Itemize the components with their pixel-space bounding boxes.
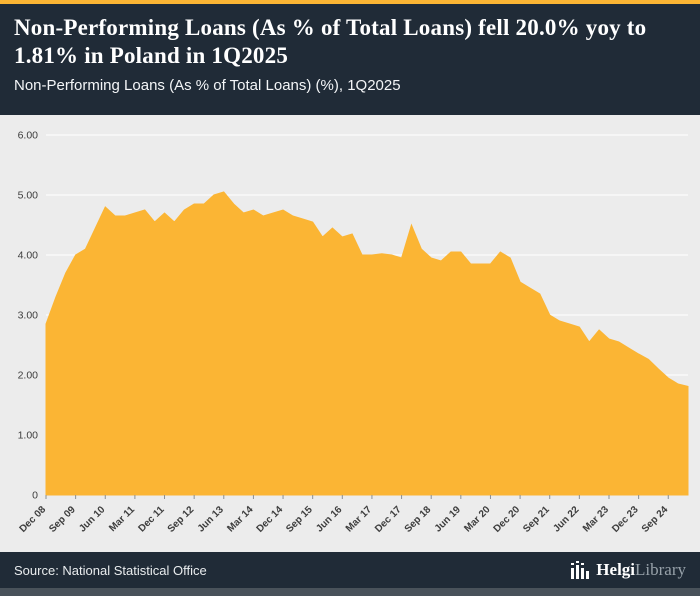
y-tick-label: 2.00 xyxy=(18,370,39,382)
helgi-logo-icon xyxy=(571,561,590,579)
x-tick-label: Dec 08 xyxy=(18,504,49,535)
x-tick-label: Dec 23 xyxy=(610,504,641,535)
x-tick-label: Mar 23 xyxy=(581,504,611,534)
helgi-library-logo: HelgiLibrary xyxy=(570,560,686,580)
x-tick-label: Mar 11 xyxy=(107,504,137,534)
logo-wordmark: HelgiLibrary xyxy=(596,560,686,580)
x-tick-label: Sep 24 xyxy=(640,504,671,535)
x-tick-label: Jun 10 xyxy=(77,504,107,534)
x-tick-label: Sep 12 xyxy=(166,504,197,535)
x-tick-label: Mar 14 xyxy=(225,504,255,534)
y-tick-label: 4.00 xyxy=(18,250,39,262)
chart-header: Non-Performing Loans (As % of Total Loan… xyxy=(0,4,700,115)
bottom-strip xyxy=(0,588,700,596)
chart-title: Non-Performing Loans (As % of Total Loan… xyxy=(14,15,647,69)
x-tick-label: Jun 13 xyxy=(196,504,226,534)
x-tick-label: Mar 20 xyxy=(462,504,492,534)
y-tick-label: 0 xyxy=(32,490,38,502)
x-tick-label: Mar 17 xyxy=(344,504,374,534)
x-tick-label: Jun 16 xyxy=(314,504,344,534)
x-tick-label: Sep 09 xyxy=(47,504,78,535)
x-tick-label: Dec 17 xyxy=(373,504,404,535)
x-tick-label: Jun 22 xyxy=(551,504,581,534)
top-accent-strip xyxy=(0,0,700,4)
chart-area: 6.00 5.00 4.00 3.00 2.00 1.00 0 Dec 08 Sep 09 Jun… xyxy=(0,115,700,552)
x-tick-label: Dec 20 xyxy=(492,504,523,535)
x-tick-label: Jun 19 xyxy=(433,504,463,534)
logo-text-helgi: Helgi xyxy=(596,560,636,579)
y-tick-label: 6.00 xyxy=(18,130,39,142)
npl-area-series xyxy=(45,191,689,496)
chart-footer: Source: National Statistical Office Helg… xyxy=(0,552,700,588)
x-tick-label: Sep 21 xyxy=(521,504,552,535)
y-tick-label: 3.00 xyxy=(18,310,39,322)
source-label: Source: National Statistical Office xyxy=(14,562,207,578)
y-tick-label: 5.00 xyxy=(18,190,39,202)
x-tick-label: Sep 15 xyxy=(284,504,315,535)
logo-text-library: Library xyxy=(635,560,686,579)
x-tick-label: Dec 14 xyxy=(255,504,286,535)
y-tick-label: 1.00 xyxy=(18,430,39,442)
x-tick-label: Sep 18 xyxy=(403,504,434,535)
chart-subtitle: Non-Performing Loans (As % of Total Loan… xyxy=(14,77,401,95)
x-tick-label: Dec 11 xyxy=(136,504,166,534)
